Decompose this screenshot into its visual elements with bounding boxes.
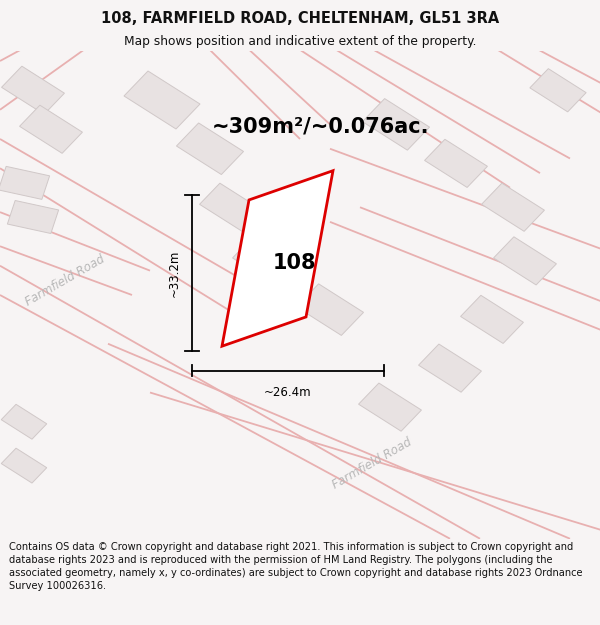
Text: Farmfield Road: Farmfield Road — [23, 253, 107, 308]
Text: Map shows position and indicative extent of the property.: Map shows position and indicative extent… — [124, 35, 476, 48]
Polygon shape — [20, 105, 82, 153]
Polygon shape — [425, 139, 487, 188]
Text: 108, FARMFIELD ROAD, CHELTENHAM, GL51 3RA: 108, FARMFIELD ROAD, CHELTENHAM, GL51 3R… — [101, 11, 499, 26]
Polygon shape — [1, 448, 47, 483]
Text: ~26.4m: ~26.4m — [264, 386, 312, 399]
Polygon shape — [7, 201, 59, 234]
Polygon shape — [482, 183, 544, 231]
Polygon shape — [176, 123, 244, 174]
Polygon shape — [200, 183, 262, 231]
Polygon shape — [530, 69, 586, 112]
Polygon shape — [362, 99, 430, 150]
Polygon shape — [461, 295, 523, 344]
Polygon shape — [419, 344, 481, 392]
Text: ~309m²/~0.076ac.: ~309m²/~0.076ac. — [212, 117, 430, 137]
Text: ~33.2m: ~33.2m — [167, 249, 181, 297]
Polygon shape — [233, 237, 295, 285]
Polygon shape — [1, 404, 47, 439]
Polygon shape — [296, 284, 364, 336]
Text: Farmfield Road: Farmfield Road — [330, 435, 414, 491]
Polygon shape — [222, 171, 333, 346]
Polygon shape — [494, 237, 556, 285]
Polygon shape — [124, 71, 200, 129]
Text: 108: 108 — [272, 253, 316, 273]
Text: Contains OS data © Crown copyright and database right 2021. This information is : Contains OS data © Crown copyright and d… — [9, 542, 583, 591]
Polygon shape — [2, 66, 64, 114]
Polygon shape — [0, 166, 50, 199]
Polygon shape — [359, 383, 421, 431]
